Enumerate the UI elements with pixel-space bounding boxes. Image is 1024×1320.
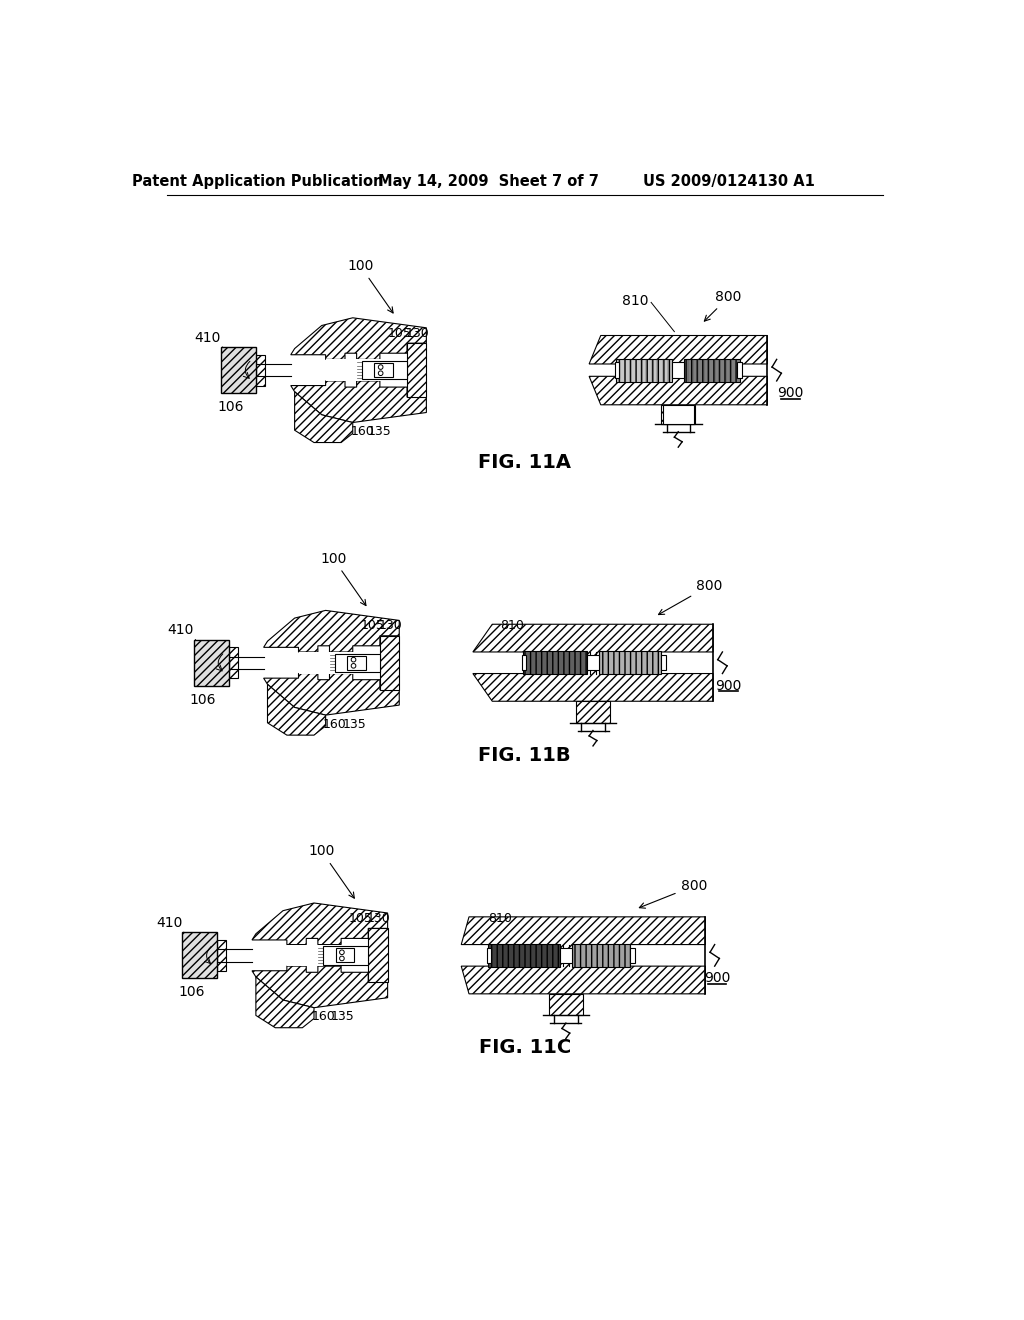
Polygon shape	[263, 673, 399, 715]
Polygon shape	[252, 966, 388, 1007]
Bar	[221, 347, 256, 393]
Polygon shape	[263, 610, 399, 652]
Bar	[614, 363, 620, 378]
Circle shape	[351, 657, 356, 663]
Text: 800: 800	[658, 578, 723, 615]
Polygon shape	[461, 917, 706, 952]
Polygon shape	[291, 318, 426, 359]
Bar	[217, 940, 226, 970]
Polygon shape	[473, 667, 713, 701]
Bar	[182, 932, 217, 978]
Bar	[599, 651, 662, 675]
Polygon shape	[252, 903, 388, 945]
Text: 800: 800	[705, 290, 741, 321]
Bar	[662, 405, 695, 424]
Text: 810: 810	[500, 619, 524, 632]
Bar	[324, 946, 369, 965]
Bar	[672, 363, 684, 378]
Text: 900: 900	[703, 972, 730, 986]
Text: 106: 106	[178, 985, 205, 999]
Polygon shape	[589, 372, 767, 405]
Text: 135: 135	[368, 425, 392, 438]
Bar	[663, 405, 693, 424]
Circle shape	[378, 371, 383, 375]
Text: 410: 410	[168, 623, 194, 638]
Text: Patent Application Publication: Patent Application Publication	[132, 174, 384, 189]
Bar	[287, 945, 349, 966]
Circle shape	[340, 950, 344, 954]
Bar	[662, 655, 666, 671]
Polygon shape	[589, 335, 767, 368]
Bar	[560, 948, 572, 964]
Text: 160: 160	[350, 425, 374, 438]
Bar	[375, 363, 393, 378]
Polygon shape	[291, 381, 426, 422]
Text: 106: 106	[217, 400, 244, 414]
Bar	[575, 701, 610, 723]
Text: 105: 105	[360, 619, 384, 632]
Bar	[630, 948, 635, 964]
Text: 410: 410	[156, 916, 182, 931]
Bar	[672, 368, 684, 372]
Bar	[587, 655, 599, 671]
Text: 130: 130	[367, 912, 390, 925]
Bar	[737, 363, 741, 378]
Bar	[362, 360, 407, 379]
Text: 160: 160	[311, 1010, 335, 1023]
Text: US 2009/0124130 A1: US 2009/0124130 A1	[643, 174, 814, 189]
Polygon shape	[256, 977, 314, 1028]
Text: 106: 106	[189, 693, 216, 706]
Text: 100: 100	[321, 552, 366, 606]
Text: 135: 135	[331, 1010, 354, 1023]
Bar	[336, 948, 354, 962]
Text: 130: 130	[406, 326, 429, 339]
Bar	[228, 647, 238, 678]
Text: 900: 900	[716, 678, 741, 693]
Bar	[380, 636, 399, 689]
Text: 800: 800	[639, 879, 707, 908]
Circle shape	[378, 364, 383, 370]
Polygon shape	[461, 960, 706, 994]
Text: FIG. 11B: FIG. 11B	[478, 746, 571, 764]
Bar	[335, 653, 380, 672]
Text: 135: 135	[342, 718, 367, 731]
Bar	[616, 359, 672, 381]
Text: 105: 105	[388, 326, 412, 339]
Bar	[488, 944, 560, 966]
Text: 160: 160	[323, 718, 347, 731]
Bar	[684, 359, 740, 381]
Circle shape	[340, 956, 344, 961]
Text: FIG. 11C: FIG. 11C	[478, 1039, 571, 1057]
Text: May 14, 2009  Sheet 7 of 7: May 14, 2009 Sheet 7 of 7	[378, 174, 599, 189]
Text: 100: 100	[308, 845, 354, 898]
Bar	[561, 952, 570, 960]
Bar	[369, 928, 388, 982]
Bar	[521, 655, 526, 671]
Text: 100: 100	[347, 259, 393, 313]
Text: 105: 105	[349, 912, 373, 925]
Bar	[194, 640, 228, 686]
Polygon shape	[295, 392, 352, 442]
Bar	[299, 652, 360, 673]
Bar	[407, 343, 426, 397]
Text: FIG. 11A: FIG. 11A	[478, 453, 571, 473]
Polygon shape	[473, 624, 713, 659]
Bar	[572, 944, 630, 966]
Bar	[326, 359, 388, 381]
Polygon shape	[267, 684, 326, 735]
Text: 810: 810	[488, 912, 512, 925]
Bar	[256, 355, 265, 385]
Bar	[549, 994, 583, 1015]
Bar	[523, 651, 587, 675]
Bar	[347, 656, 366, 669]
Bar	[486, 948, 492, 964]
Text: 900: 900	[777, 387, 804, 400]
Text: 810: 810	[623, 294, 649, 308]
Text: 410: 410	[195, 331, 221, 345]
Text: 130: 130	[378, 619, 402, 632]
Bar	[589, 659, 598, 667]
Circle shape	[351, 664, 356, 668]
